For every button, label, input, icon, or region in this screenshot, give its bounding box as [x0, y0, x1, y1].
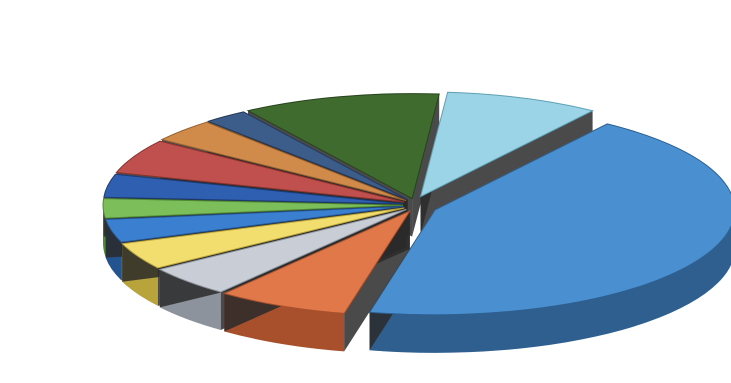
- pie-slices: [102, 91, 731, 353]
- pie-slice-top-7: [103, 173, 404, 205]
- pie-slice-top-11: [246, 93, 440, 200]
- pie-slice-cut-11-1: [412, 94, 440, 237]
- pie-slice-1: [368, 123, 731, 353]
- pie-slice-top-8: [115, 140, 405, 203]
- pie-slice-top-4: [121, 207, 405, 269]
- pie-slice-top-6: [102, 198, 404, 219]
- pie-slice-top-2: [222, 209, 412, 314]
- pie-slice-top-10: [206, 111, 408, 201]
- pie-slice-top-1: [368, 123, 731, 316]
- pie-slice-top-12: [419, 91, 595, 198]
- pie-slice-side-1: [369, 226, 731, 353]
- pie-slice-top-3: [158, 209, 407, 293]
- pie-slice-top-5: [104, 206, 404, 243]
- pie-slice-2: [222, 209, 412, 352]
- pie-slice-top-9: [160, 121, 407, 202]
